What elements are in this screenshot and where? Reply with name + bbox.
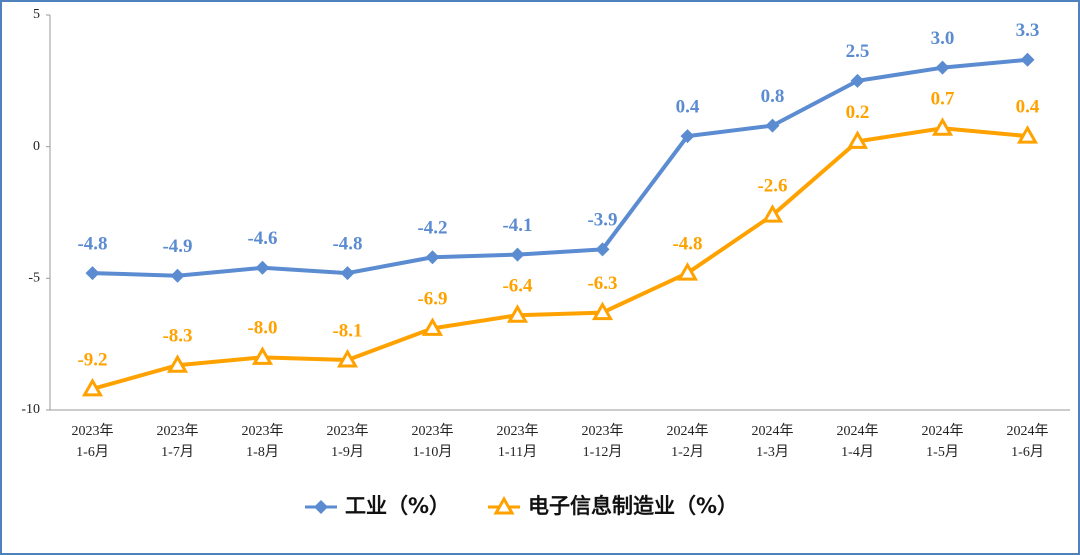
x-tick-label: 2023年 1-11月	[497, 423, 539, 460]
x-tick-label-line: 1-3月	[756, 444, 789, 460]
marker	[591, 301, 614, 321]
legend-label: 电子信息制造业（%）	[528, 494, 738, 518]
marker	[340, 266, 355, 281]
marker	[765, 118, 780, 133]
value-label: -4.8	[672, 233, 702, 254]
value-label: -4.2	[417, 218, 447, 239]
value-label: -4.8	[332, 233, 362, 254]
marker	[761, 204, 784, 223]
x-tick-label-line: 1-5月	[926, 444, 959, 460]
marker	[81, 377, 104, 397]
marker	[425, 250, 440, 265]
x-tick-label-line: 2023年	[412, 423, 454, 439]
value-label: 3.0	[931, 28, 955, 49]
value-label: 0.7	[931, 89, 955, 110]
marker	[170, 268, 185, 283]
value-label: -8.1	[332, 320, 362, 341]
x-tick-label: 2023年 1-6月	[72, 423, 114, 460]
value-label: -4.9	[162, 236, 192, 257]
marker	[676, 262, 699, 281]
series-line	[91, 126, 1028, 391]
value-label: 0.8	[761, 86, 785, 107]
value-label: -8.0	[247, 318, 277, 339]
marker	[506, 304, 529, 323]
marker	[251, 346, 274, 365]
x-tick-label-line: 1-4月	[841, 444, 874, 460]
value-label: -8.3	[162, 326, 192, 347]
marker	[935, 60, 950, 75]
value-label: 0.2	[846, 102, 870, 123]
y-tick-label: -10	[21, 402, 40, 417]
marker	[314, 500, 328, 514]
marker	[336, 348, 359, 368]
x-tick-label: 2024年 1-6月	[1007, 423, 1049, 460]
x-tick-label-line: 2023年	[327, 423, 369, 439]
series-line	[92, 57, 1028, 278]
x-tick-label-line: 2024年	[837, 423, 879, 439]
x-tick-label-line: 1-12月	[583, 444, 623, 460]
marker	[680, 129, 695, 144]
marker	[421, 317, 444, 336]
x-tick-label: 2023年 1-9月	[327, 423, 369, 460]
x-tick-label-line: 1-11月	[498, 444, 537, 460]
value-label: 0.4	[1016, 96, 1040, 117]
x-tick-label-line: 1-2月	[671, 444, 704, 460]
x-tick-label: 2023年 1-7月	[157, 423, 199, 460]
marker	[595, 242, 610, 257]
x-tick-label-line: 2023年	[72, 423, 114, 439]
x-tick-label-line: 2023年	[582, 423, 624, 439]
y-tick-label: -5	[28, 271, 40, 286]
value-label: -3.9	[587, 210, 617, 231]
value-label: -4.6	[247, 228, 277, 249]
y-tick-label: 0	[33, 139, 40, 154]
value-label: 0.4	[676, 96, 700, 117]
x-tick-label: 2024年 1-2月	[667, 423, 709, 460]
legend-label: 工业（%）	[345, 494, 450, 518]
x-tick-label: 2024年 1-4月	[837, 423, 879, 460]
value-label: -2.6	[757, 175, 787, 196]
x-tick-label-line: 2024年	[922, 423, 964, 439]
x-tick-label-line: 2023年	[497, 423, 539, 439]
marker	[850, 73, 865, 88]
x-tick-label-line: 1-6月	[76, 444, 109, 460]
x-tick-label-line: 2024年	[667, 423, 709, 439]
marker	[846, 130, 869, 149]
value-label: -6.3	[587, 273, 617, 294]
marker	[1016, 125, 1039, 144]
x-tick-label: 2023年 1-12月	[582, 423, 624, 460]
x-tick-label-line: 2023年	[242, 423, 284, 439]
marker	[1020, 52, 1035, 67]
x-tick-label: 2024年 1-3月	[752, 423, 794, 460]
value-label: -6.9	[417, 289, 447, 310]
value-label: -9.2	[77, 349, 107, 370]
x-tick-label-line: 1-9月	[331, 444, 364, 460]
value-label: -6.4	[502, 276, 533, 297]
x-tick-label: 2024年 1-5月	[922, 423, 964, 460]
marker	[493, 495, 515, 515]
x-tick-label-line: 2024年	[752, 423, 794, 439]
x-tick-label-line: 2023年	[157, 423, 199, 439]
x-tick-label-line: 2024年	[1007, 423, 1049, 439]
x-tick-label-line: 1-7月	[161, 444, 194, 460]
marker	[85, 266, 100, 281]
marker	[510, 247, 525, 262]
value-label: -4.8	[77, 233, 107, 254]
x-tick-label-line: 1-8月	[246, 444, 279, 460]
marker	[931, 117, 954, 136]
marker	[166, 354, 189, 373]
x-tick-label-line: 1-10月	[413, 444, 453, 460]
marker	[255, 260, 270, 275]
value-label: 2.5	[846, 41, 870, 62]
y-tick-label: 5	[33, 7, 40, 22]
value-label: 3.3	[1016, 20, 1040, 41]
x-tick-label: 2023年 1-10月	[412, 423, 454, 460]
value-label: -4.1	[502, 215, 532, 236]
x-tick-label-line: 1-6月	[1011, 444, 1044, 460]
x-tick-label: 2023年 1-8月	[242, 423, 284, 460]
